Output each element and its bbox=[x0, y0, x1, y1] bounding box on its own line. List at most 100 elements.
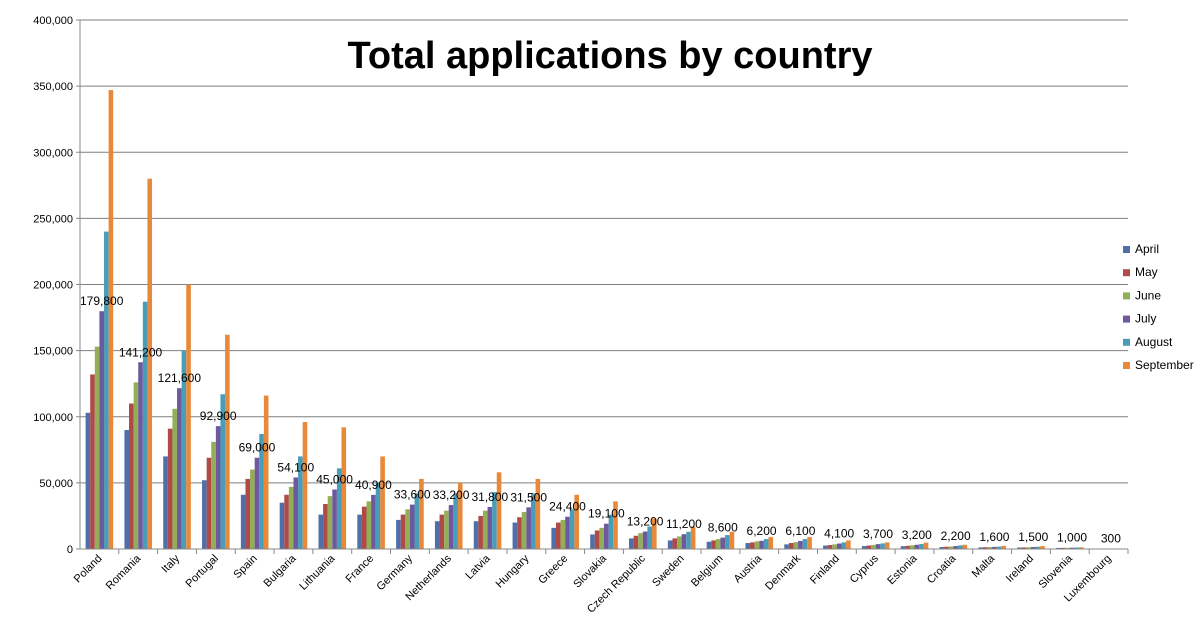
data-label: 141,200 bbox=[119, 345, 163, 359]
bar bbox=[263, 395, 269, 549]
bar bbox=[124, 429, 130, 549]
legend-label: April bbox=[1135, 242, 1159, 256]
bar bbox=[802, 539, 808, 549]
legend-label: September bbox=[1135, 358, 1194, 372]
bar bbox=[167, 428, 173, 549]
bar bbox=[147, 178, 153, 549]
bar bbox=[1078, 547, 1084, 549]
bar bbox=[720, 537, 726, 549]
bar bbox=[565, 516, 570, 549]
bar bbox=[341, 427, 347, 549]
bar bbox=[405, 509, 410, 549]
bar bbox=[478, 515, 483, 549]
data-label: 13,200 bbox=[627, 515, 664, 529]
bar bbox=[129, 403, 134, 549]
bar bbox=[366, 501, 372, 549]
bar bbox=[745, 543, 751, 549]
bar bbox=[375, 482, 381, 549]
data-label: 54,100 bbox=[277, 460, 314, 474]
bar bbox=[992, 546, 997, 549]
y-tick-label: 150,000 bbox=[33, 346, 73, 358]
data-label: 1,600 bbox=[979, 530, 1009, 544]
legend-label: August bbox=[1135, 335, 1173, 349]
bar bbox=[215, 426, 221, 549]
bar bbox=[841, 542, 847, 549]
bar bbox=[866, 545, 872, 549]
bar bbox=[444, 510, 449, 549]
bar bbox=[905, 545, 910, 549]
bar bbox=[496, 472, 502, 549]
bar bbox=[750, 542, 755, 549]
bar bbox=[453, 493, 458, 549]
bar bbox=[590, 534, 595, 549]
bar bbox=[846, 540, 851, 549]
bar bbox=[163, 456, 168, 549]
bar bbox=[555, 522, 561, 549]
bar bbox=[517, 517, 522, 549]
bar bbox=[336, 468, 342, 549]
data-label: 2,200 bbox=[941, 529, 971, 543]
bar bbox=[962, 544, 968, 549]
bar bbox=[823, 545, 828, 549]
data-label: 31,500 bbox=[510, 490, 547, 504]
data-label: 8,600 bbox=[708, 521, 738, 535]
data-label: 19,100 bbox=[588, 507, 625, 521]
bar bbox=[793, 542, 799, 549]
bar bbox=[574, 494, 579, 549]
bar bbox=[90, 374, 95, 549]
legend-swatch bbox=[1123, 362, 1130, 369]
bar bbox=[530, 493, 536, 549]
y-tick-label: 350,000 bbox=[33, 81, 73, 93]
bar bbox=[754, 541, 760, 549]
legend-label: May bbox=[1135, 265, 1158, 279]
bar bbox=[686, 531, 691, 549]
bar bbox=[798, 540, 803, 549]
bar bbox=[380, 456, 385, 549]
legend-label: June bbox=[1135, 288, 1161, 302]
bar bbox=[599, 527, 604, 549]
bar bbox=[608, 514, 614, 549]
bar bbox=[909, 545, 915, 549]
bar bbox=[448, 505, 454, 549]
bar bbox=[1030, 547, 1036, 549]
bar bbox=[332, 489, 337, 549]
bar bbox=[711, 540, 716, 549]
bar bbox=[914, 544, 920, 549]
bar bbox=[944, 546, 949, 549]
bar bbox=[487, 506, 493, 549]
bar bbox=[419, 478, 424, 549]
bar bbox=[439, 514, 445, 549]
bar bbox=[1065, 547, 1070, 549]
bar bbox=[594, 530, 600, 549]
bar bbox=[729, 531, 735, 549]
bar bbox=[919, 543, 924, 549]
bar bbox=[939, 547, 945, 549]
bar bbox=[357, 514, 362, 549]
bar bbox=[142, 301, 148, 549]
bar bbox=[677, 536, 682, 549]
bar bbox=[414, 493, 420, 549]
bar bbox=[871, 544, 876, 549]
bar bbox=[715, 539, 721, 549]
bar bbox=[211, 441, 216, 549]
bar bbox=[254, 457, 260, 549]
bar bbox=[725, 535, 730, 549]
bar bbox=[186, 284, 191, 549]
bar bbox=[409, 504, 415, 549]
bar bbox=[457, 482, 463, 549]
bar bbox=[996, 546, 1002, 549]
bar bbox=[884, 542, 890, 549]
bar bbox=[629, 538, 634, 549]
bar bbox=[108, 90, 114, 549]
bar bbox=[284, 494, 289, 549]
bar bbox=[706, 541, 712, 549]
y-tick-label: 200,000 bbox=[33, 280, 73, 292]
bar bbox=[807, 537, 812, 549]
bar bbox=[900, 546, 906, 549]
bar bbox=[638, 533, 643, 549]
data-label: 31,800 bbox=[472, 490, 509, 504]
bar bbox=[1055, 547, 1061, 549]
bar bbox=[1074, 547, 1079, 549]
bar bbox=[1026, 547, 1031, 549]
legend-swatch bbox=[1123, 292, 1130, 300]
